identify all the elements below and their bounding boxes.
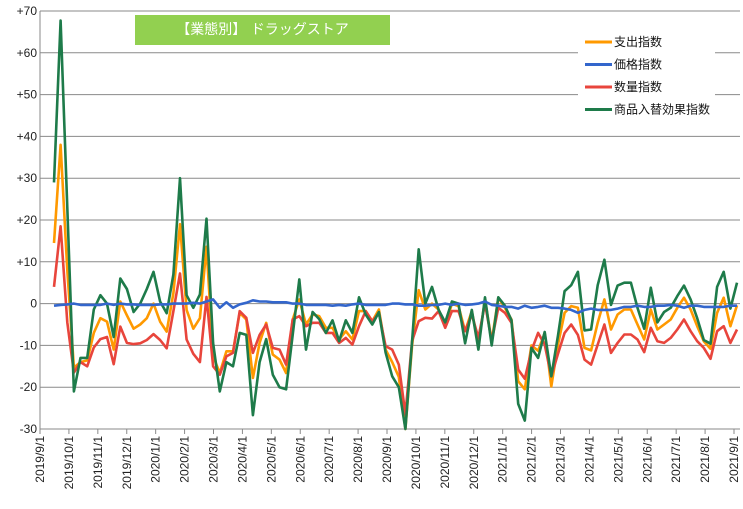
y-tick-label: +70 [17, 4, 38, 18]
y-tick-label: -20 [20, 380, 38, 394]
series-line-2 [52, 225, 739, 416]
x-tick-label: 2020/4/1 [235, 436, 249, 483]
y-tick-label: +40 [17, 129, 38, 143]
legend-box [578, 28, 715, 122]
x-tick-label: 2021/3/1 [554, 436, 568, 483]
x-tick-label: 2019/9/1 [33, 436, 47, 483]
y-axis: +70 +60 +50 +40 +30 +20 +10 0 -10 -20 -30 [17, 4, 38, 436]
series-line-0 [52, 143, 739, 431]
legend-label: 支出指数 [614, 34, 662, 49]
x-axis: 2019/9/1 2019/10/1 2019/11/1 2019/12/1 2020/… [33, 11, 741, 489]
x-tick-label: 2021/8/1 [698, 436, 712, 483]
gridlines [40, 10, 740, 430]
x-tick-label: 2020/6/1 [293, 436, 307, 483]
x-tick-label: 2021/1/1 [496, 436, 510, 483]
y-tick-label: +50 [17, 88, 38, 102]
legend-label: 商品入替効果指数 [614, 102, 710, 117]
y-tick-label: 0 [30, 297, 37, 311]
x-tick-label: 2020/3/1 [207, 436, 221, 483]
series-line-3 [52, 19, 739, 431]
x-tick-label: 2020/12/1 [467, 436, 481, 490]
legend-label: 価格指数 [614, 57, 662, 72]
x-tick-label: 2021/6/1 [640, 436, 654, 483]
x-tick-label: 2020/10/1 [409, 436, 423, 490]
x-tick-label: 2019/11/1 [91, 436, 105, 489]
y-tick-label: +30 [17, 171, 38, 185]
y-tick-label: +20 [17, 213, 38, 227]
y-tick-label: -30 [20, 422, 38, 436]
chart-title: 【業態別】 ドラッグストア [135, 15, 390, 45]
x-tick-label: 2020/5/1 [264, 436, 278, 483]
x-tick-label: 2020/7/1 [322, 436, 336, 483]
x-tick-label: 2019/12/1 [120, 436, 134, 490]
x-tick-label: 2021/7/1 [669, 436, 683, 483]
y-tick-label: -10 [20, 338, 38, 352]
x-tick-label: 2020/9/1 [380, 436, 394, 483]
x-tick-label: 2020/8/1 [351, 436, 365, 483]
y-tick-label: +10 [17, 255, 38, 269]
x-tick-label: 2020/11/1 [438, 436, 452, 489]
x-tick-label: 2021/4/1 [582, 436, 596, 483]
series-line-1 [53, 298, 737, 315]
x-tick-label: 2019/10/1 [62, 436, 76, 490]
x-tick-label: 2021/2/1 [525, 436, 539, 483]
x-tick-label: 2021/5/1 [611, 436, 625, 483]
series-lines [52, 19, 739, 431]
x-tick-label: 2020/1/1 [149, 436, 163, 483]
y-tick-label: +60 [17, 46, 38, 60]
x-tick-label: 2020/2/1 [178, 436, 192, 483]
x-tick-label: 2021/9/1 [727, 436, 741, 483]
legend-label: 数量指数 [614, 79, 662, 94]
